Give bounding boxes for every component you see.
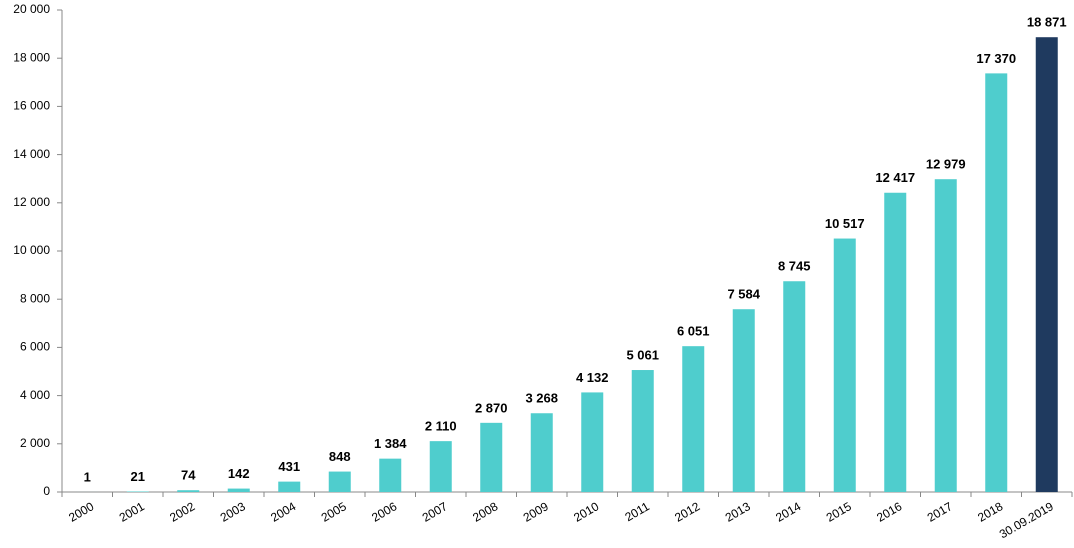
bar — [682, 346, 705, 492]
y-tick-label: 8 000 — [20, 291, 50, 305]
x-tick-label: 2002 — [167, 499, 197, 525]
bar — [783, 281, 806, 492]
bar — [480, 422, 503, 492]
x-tick-label: 2015 — [824, 499, 854, 525]
bar — [631, 370, 654, 492]
x-tick-label: 2011 — [622, 499, 652, 524]
x-tick-label: 2004 — [268, 499, 298, 525]
bar — [227, 488, 250, 492]
y-tick-label: 6 000 — [20, 340, 50, 354]
x-tick-label: 2005 — [319, 499, 349, 525]
y-tick-label: 18 000 — [13, 50, 50, 64]
x-tick-label: 2009 — [521, 499, 551, 525]
bar — [530, 413, 553, 492]
bar — [429, 441, 452, 492]
x-tick-label: 2008 — [470, 499, 500, 525]
x-tick-label: 2010 — [571, 499, 601, 525]
x-tick-label: 2012 — [672, 499, 702, 525]
y-tick-label: 20 000 — [13, 2, 50, 16]
bar — [379, 458, 402, 492]
y-tick-label: 16 000 — [13, 99, 50, 113]
bar — [177, 490, 200, 492]
bar — [1035, 37, 1058, 493]
value-label: 4 132 — [576, 370, 609, 385]
value-label: 12 979 — [926, 157, 966, 172]
bar — [732, 309, 755, 492]
x-tick-label: 2006 — [369, 499, 399, 525]
y-tick-label: 10 000 — [13, 243, 50, 257]
value-label: 21 — [131, 469, 145, 484]
y-tick-label: 12 000 — [13, 195, 50, 209]
bar — [884, 192, 907, 492]
value-label: 17 370 — [976, 51, 1016, 66]
x-tick-label: 2001 — [117, 499, 147, 525]
x-tick-label: 2014 — [773, 499, 803, 525]
x-tick-label: 30.09.2019 — [997, 499, 1056, 541]
value-label: 18 871 — [1027, 15, 1067, 30]
y-tick-label: 0 — [43, 484, 50, 498]
x-tick-label: 2000 — [66, 499, 96, 525]
bar — [934, 179, 957, 492]
y-tick-label: 4 000 — [20, 388, 50, 402]
value-label: 431 — [278, 459, 300, 474]
bar — [328, 471, 351, 492]
bar — [833, 238, 856, 492]
x-tick-label: 2013 — [723, 499, 753, 525]
value-label: 7 584 — [727, 287, 760, 302]
value-label: 6 051 — [677, 324, 710, 339]
x-tick-label: 2018 — [975, 499, 1005, 525]
bar — [278, 481, 301, 492]
value-label: 3 268 — [525, 391, 558, 406]
bar — [126, 491, 149, 492]
x-tick-label: 2003 — [218, 499, 248, 525]
value-label: 74 — [181, 468, 196, 483]
y-tick-label: 2 000 — [20, 436, 50, 450]
value-label: 2 870 — [475, 400, 508, 415]
value-label: 10 517 — [825, 216, 865, 231]
value-label: 848 — [329, 449, 351, 464]
value-label: 8 745 — [778, 259, 811, 274]
value-label: 1 — [84, 469, 91, 484]
x-tick-label: 2007 — [420, 499, 450, 525]
value-label: 12 417 — [875, 170, 915, 185]
bar — [581, 392, 604, 492]
value-label: 5 061 — [626, 347, 659, 362]
x-tick-label: 2016 — [874, 499, 904, 525]
value-label: 2 110 — [425, 419, 457, 434]
value-label: 142 — [228, 466, 250, 481]
x-tick-label: 2017 — [925, 499, 955, 525]
value-label: 1 384 — [374, 436, 407, 451]
bar — [985, 73, 1008, 493]
y-tick-label: 14 000 — [13, 147, 50, 161]
